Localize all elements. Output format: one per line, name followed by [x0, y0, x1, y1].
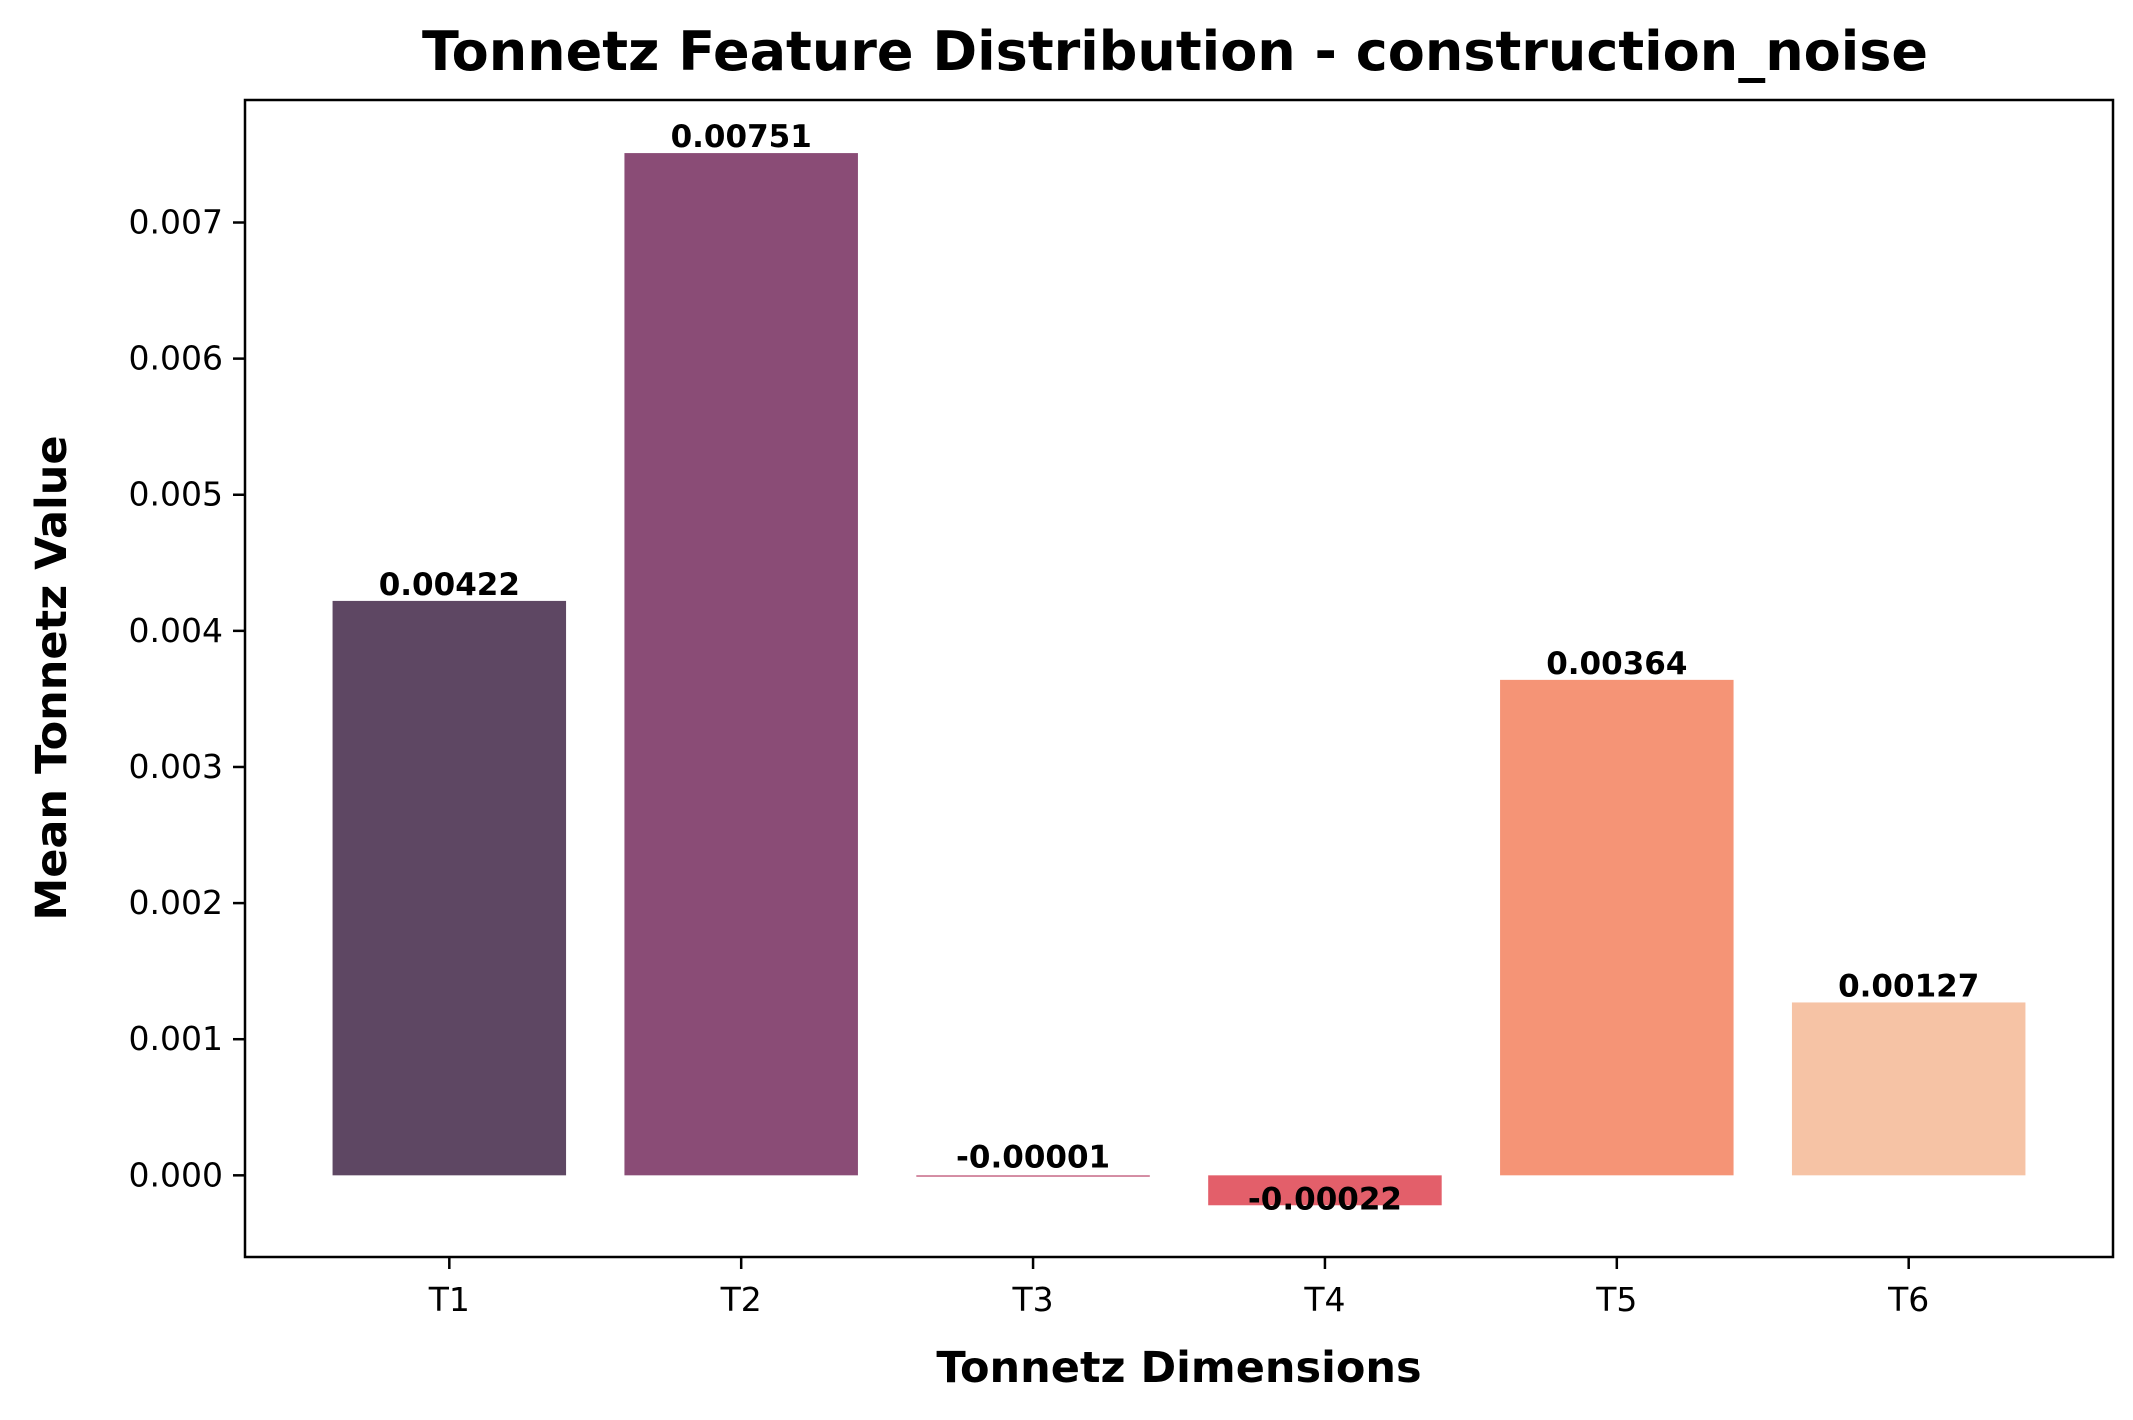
data-label: 0.00751: [671, 119, 812, 155]
y-tick-label: 0.006: [129, 339, 223, 378]
y-tick-label: 0.007: [129, 203, 223, 242]
data-label: 0.00127: [1838, 968, 1979, 1004]
x-tick-label: T3: [1011, 1280, 1053, 1319]
x-tick-label: T1: [428, 1280, 470, 1319]
data-label: -0.00001: [956, 1139, 1110, 1175]
bar-t5: [1500, 679, 1734, 1176]
data-label: 0.00364: [1546, 646, 1687, 682]
bars-group: [332, 153, 2026, 1206]
data-label: -0.00022: [1248, 1181, 1402, 1217]
y-tick-label: 0.005: [129, 475, 223, 514]
x-tick-label: T2: [720, 1280, 762, 1319]
bar-t3: [916, 1175, 1150, 1177]
bar-t1: [332, 600, 567, 1176]
chart-title: Tonnetz Feature Distribution - construct…: [422, 20, 1928, 83]
y-tick-label: 0.000: [129, 1155, 223, 1194]
x-tick-label: T5: [1595, 1280, 1637, 1319]
x-axis-label: Tonnetz Dimensions: [936, 1343, 1421, 1393]
bar-t4: [1208, 1175, 1442, 1206]
y-tick-label: 0.002: [129, 883, 223, 922]
bar-t6: [1791, 1002, 2026, 1176]
x-axis-ticks: T1 T2 T3 T4 T5 T6: [428, 1257, 1929, 1319]
y-axis-label: Mean Tonnetz Value: [27, 435, 77, 920]
x-tick-label: T4: [1303, 1280, 1345, 1319]
data-label: 0.00422: [379, 567, 520, 603]
y-tick-label: 0.004: [129, 611, 223, 650]
bar-t2: [624, 153, 858, 1176]
y-tick-label: 0.003: [129, 747, 223, 786]
data-labels-group: 0.00422 0.00751 -0.00001 -0.00022 0.00364 0.0…: [379, 119, 1980, 1217]
plot-frame: [243, 98, 2115, 1259]
x-tick-label: T6: [1887, 1280, 1929, 1319]
y-axis-ticks: 0.000 0.001 0.002 0.003 0.004 0.005 0.006 0.007: [129, 203, 245, 1194]
y-tick-label: 0.001: [129, 1019, 223, 1058]
